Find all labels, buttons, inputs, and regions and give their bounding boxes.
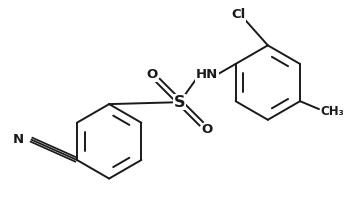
Text: O: O xyxy=(202,123,213,136)
Text: O: O xyxy=(147,68,158,81)
Text: HN: HN xyxy=(196,68,218,81)
Text: CH₃: CH₃ xyxy=(321,105,344,118)
Text: S: S xyxy=(174,95,186,110)
Text: N: N xyxy=(13,133,23,146)
Text: Cl: Cl xyxy=(231,9,246,22)
